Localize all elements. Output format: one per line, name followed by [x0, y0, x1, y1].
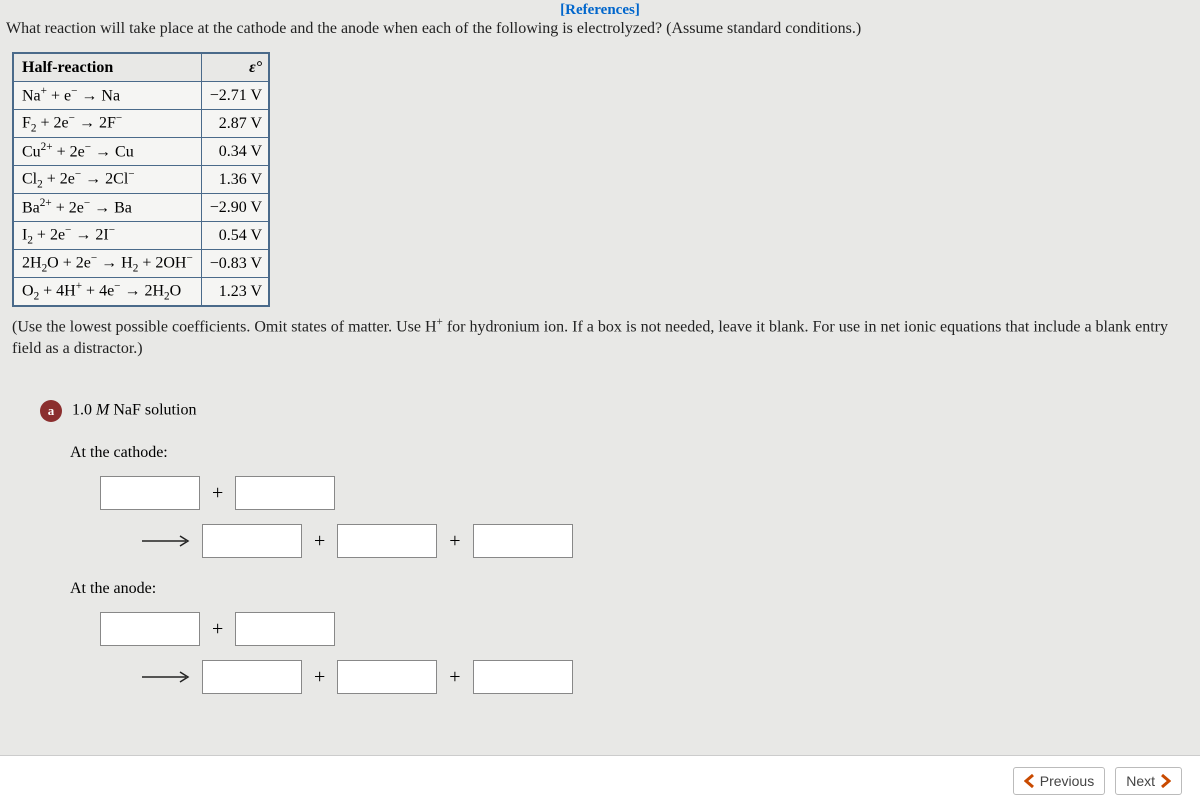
cathode-reactant-1[interactable] — [100, 476, 200, 510]
next-label: Next — [1126, 773, 1155, 789]
potential-cell: 1.23 V — [201, 278, 268, 306]
arrow-icon — [140, 534, 194, 548]
table-row: Ba2+ + 2e− → Ba−2.90 V — [14, 194, 269, 222]
potential-cell: 1.36 V — [201, 166, 268, 194]
question-text: What reaction will take place at the cat… — [6, 20, 861, 38]
potential-cell: 2.87 V — [201, 110, 268, 138]
prev-label: Previous — [1040, 773, 1094, 789]
anode-reactant-2[interactable] — [235, 612, 335, 646]
cathode-product-2[interactable] — [337, 524, 437, 558]
part-title: 1.0 M NaF solution — [72, 402, 196, 419]
cathode-reactant-2[interactable] — [235, 476, 335, 510]
instructions-text: (Use the lowest possible coefficients. O… — [12, 315, 1180, 360]
previous-button[interactable]: Previous — [1013, 767, 1105, 795]
potential-cell: −2.90 V — [201, 194, 268, 222]
reaction-cell: O2 + 4H+ + 4e− → 2H2O — [14, 278, 202, 306]
reaction-cell: Cu2+ + 2e− → Cu — [14, 138, 202, 166]
nav-buttons: Previous Next — [1013, 767, 1182, 795]
part-badge: a — [40, 400, 62, 422]
cathode-label: At the cathode: — [70, 444, 573, 462]
table-row: Cl2 + 2e− → 2Cl−1.36 V — [14, 166, 269, 194]
cathode-product-3[interactable] — [473, 524, 573, 558]
plus-sign: + — [310, 666, 329, 689]
plus-sign: + — [208, 482, 227, 505]
anode-product-1[interactable] — [202, 660, 302, 694]
chevron-right-icon — [1159, 774, 1171, 788]
anode-label: At the anode: — [70, 580, 573, 598]
plus-sign: + — [208, 618, 227, 641]
reaction-cell: Ba2+ + 2e− → Ba — [14, 194, 202, 222]
chevron-left-icon — [1024, 774, 1036, 788]
arrow-icon — [140, 670, 194, 684]
cathode-reactants-row: + — [100, 476, 573, 510]
plus-sign: + — [445, 530, 464, 553]
reaction-cell: I2 + 2e− → 2I− — [14, 222, 202, 250]
anode-reactant-1[interactable] — [100, 612, 200, 646]
table-row: O2 + 4H+ + 4e− → 2H2O1.23 V — [14, 278, 269, 306]
potential-cell: −2.71 V — [201, 82, 268, 110]
table-row: F2 + 2e− → 2F−2.87 V — [14, 110, 269, 138]
potential-cell: 0.34 V — [201, 138, 268, 166]
table-header-potential: ε° — [201, 54, 268, 82]
anode-reactants-row: + — [100, 612, 573, 646]
reaction-cell: 2H2O + 2e− → H2 + 2OH− — [14, 250, 202, 278]
reaction-cell: Na+ + e− → Na — [14, 82, 202, 110]
anode-product-3[interactable] — [473, 660, 573, 694]
reaction-cell: F2 + 2e− → 2F− — [14, 110, 202, 138]
half-reaction-table: Half-reaction ε° Na+ + e− → Na−2.71 VF2 … — [12, 52, 270, 307]
part-a: a 1.0 M NaF solution At the cathode: + +… — [40, 400, 573, 694]
table-header-reaction: Half-reaction — [14, 54, 202, 82]
potential-cell: 0.54 V — [201, 222, 268, 250]
plus-sign: + — [445, 666, 464, 689]
table-row: I2 + 2e− → 2I−0.54 V — [14, 222, 269, 250]
references-link[interactable]: [References] — [560, 2, 640, 19]
table-row: Na+ + e− → Na−2.71 V — [14, 82, 269, 110]
anode-product-2[interactable] — [337, 660, 437, 694]
plus-sign: + — [310, 530, 329, 553]
anode-products-row: + + — [140, 660, 573, 694]
next-button[interactable]: Next — [1115, 767, 1182, 795]
cathode-product-1[interactable] — [202, 524, 302, 558]
reaction-cell: Cl2 + 2e− → 2Cl− — [14, 166, 202, 194]
table-row: Cu2+ + 2e− → Cu0.34 V — [14, 138, 269, 166]
cathode-products-row: + + — [140, 524, 573, 558]
potential-cell: −0.83 V — [201, 250, 268, 278]
table-row: 2H2O + 2e− → H2 + 2OH−−0.83 V — [14, 250, 269, 278]
